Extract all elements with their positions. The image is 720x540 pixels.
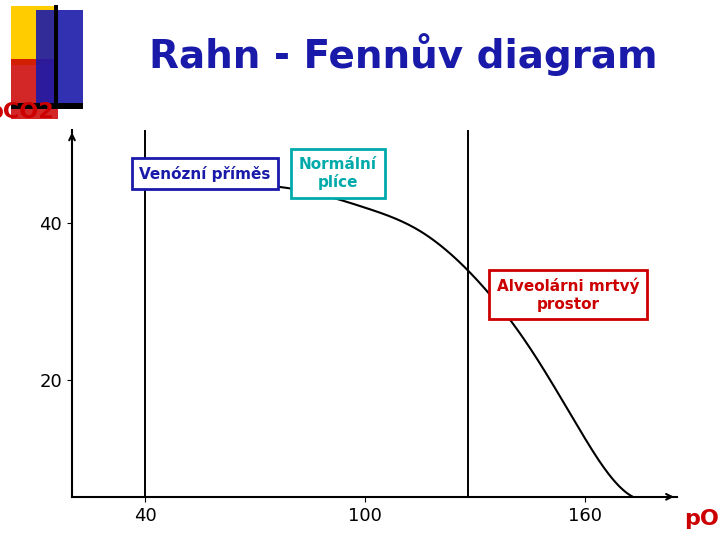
Text: Rahn - Fennův diagram: Rahn - Fennův diagram xyxy=(149,33,657,76)
Text: Normální
plíce: Normální plíce xyxy=(299,157,377,191)
Text: Venózní příměs: Venózní příměs xyxy=(140,166,271,181)
Bar xyxy=(11,59,58,119)
Bar xyxy=(54,5,58,109)
Text: pO2: pO2 xyxy=(684,509,720,529)
Bar xyxy=(36,10,83,105)
Text: pCO2: pCO2 xyxy=(0,102,54,122)
Text: Alveolárni mrtvý
prostor: Alveolárni mrtvý prostor xyxy=(497,278,639,312)
Bar xyxy=(11,6,58,65)
Bar xyxy=(11,103,83,109)
